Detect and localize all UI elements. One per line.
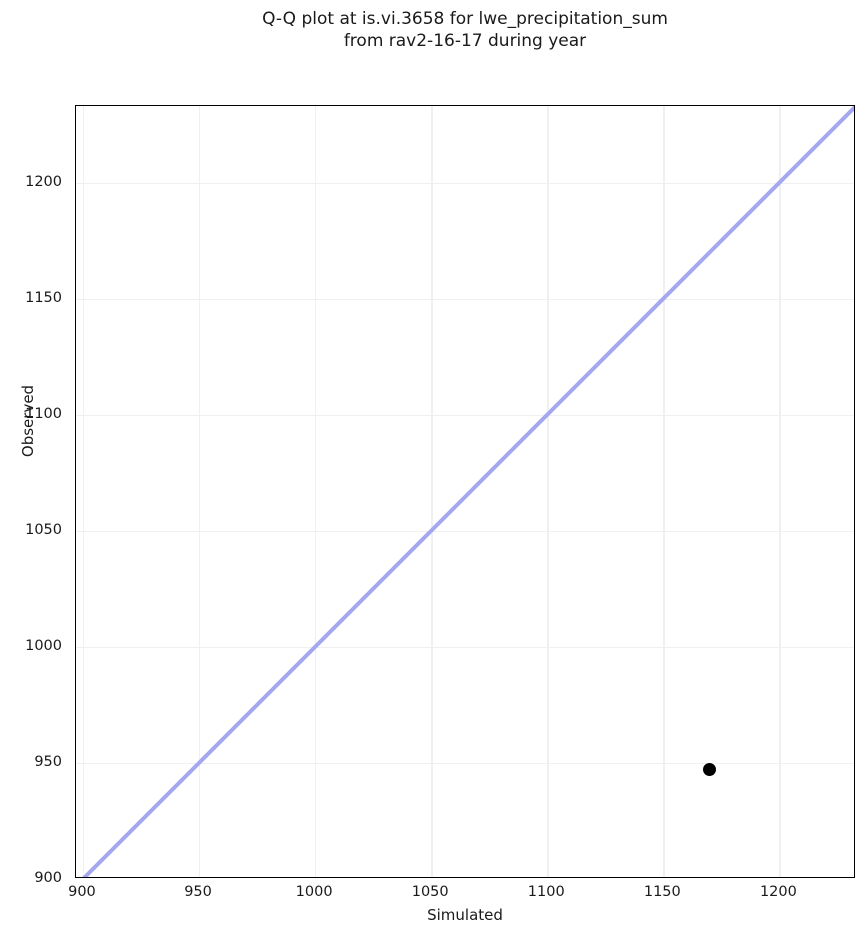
gridline-vertical <box>199 106 201 877</box>
x-axis-tick-label: 1100 <box>527 884 565 900</box>
gridline-horizontal <box>76 298 854 301</box>
x-axis-tick-label: 900 <box>68 884 96 900</box>
y-axis-tick <box>75 531 76 532</box>
gridline-vertical <box>315 106 317 877</box>
x-axis-tick <box>547 877 548 878</box>
x-axis-tick <box>779 877 780 878</box>
x-axis-tick <box>315 877 316 878</box>
gridline-horizontal <box>76 762 854 765</box>
plot-area <box>75 105 855 878</box>
gridline-vertical <box>547 106 549 877</box>
gridline-vertical <box>663 106 665 877</box>
y-axis-tick-label: 1150 <box>25 289 62 306</box>
gridline-vertical <box>431 106 433 877</box>
y-axis-tick <box>75 415 76 416</box>
y-axis-tick-label: 900 <box>34 870 62 886</box>
y-axis-tick-label: 1050 <box>25 521 62 538</box>
gridline-horizontal <box>76 414 854 417</box>
gridline-vertical <box>82 106 85 877</box>
x-axis-tick <box>199 877 200 878</box>
y-axis-tick <box>75 763 76 764</box>
x-axis-tick <box>431 877 432 878</box>
gridline-horizontal <box>76 182 854 184</box>
y-axis-tick <box>75 647 76 648</box>
x-axis-label: Simulated <box>427 906 503 924</box>
y-axis-tick <box>75 299 76 300</box>
gridline-horizontal <box>76 646 854 649</box>
y-axis-tick-label: 1200 <box>25 173 62 190</box>
x-axis-tick-label: 1000 <box>295 884 333 900</box>
y-axis-tick <box>75 183 76 184</box>
gridline-horizontal <box>76 530 854 533</box>
y-axis-tick-label: 950 <box>34 753 62 770</box>
x-axis-tick-label: 1200 <box>759 884 797 900</box>
x-axis-tick <box>83 877 84 878</box>
x-axis-tick-label: 1150 <box>643 884 681 900</box>
gridline-vertical <box>779 106 781 877</box>
y-axis-label: Observed <box>19 384 37 458</box>
chart-title: Q-Q plot at is.vi.3658 for lwe_precipita… <box>262 9 668 52</box>
x-axis-tick-label: 1050 <box>411 884 449 900</box>
x-axis-tick-label: 950 <box>184 884 212 900</box>
one-to-one-reference-line <box>82 106 854 877</box>
x-axis-tick <box>663 877 664 878</box>
data-point <box>703 763 717 777</box>
y-axis-tick-label: 1100 <box>25 405 62 422</box>
y-axis-tick-label: 1000 <box>25 637 62 654</box>
